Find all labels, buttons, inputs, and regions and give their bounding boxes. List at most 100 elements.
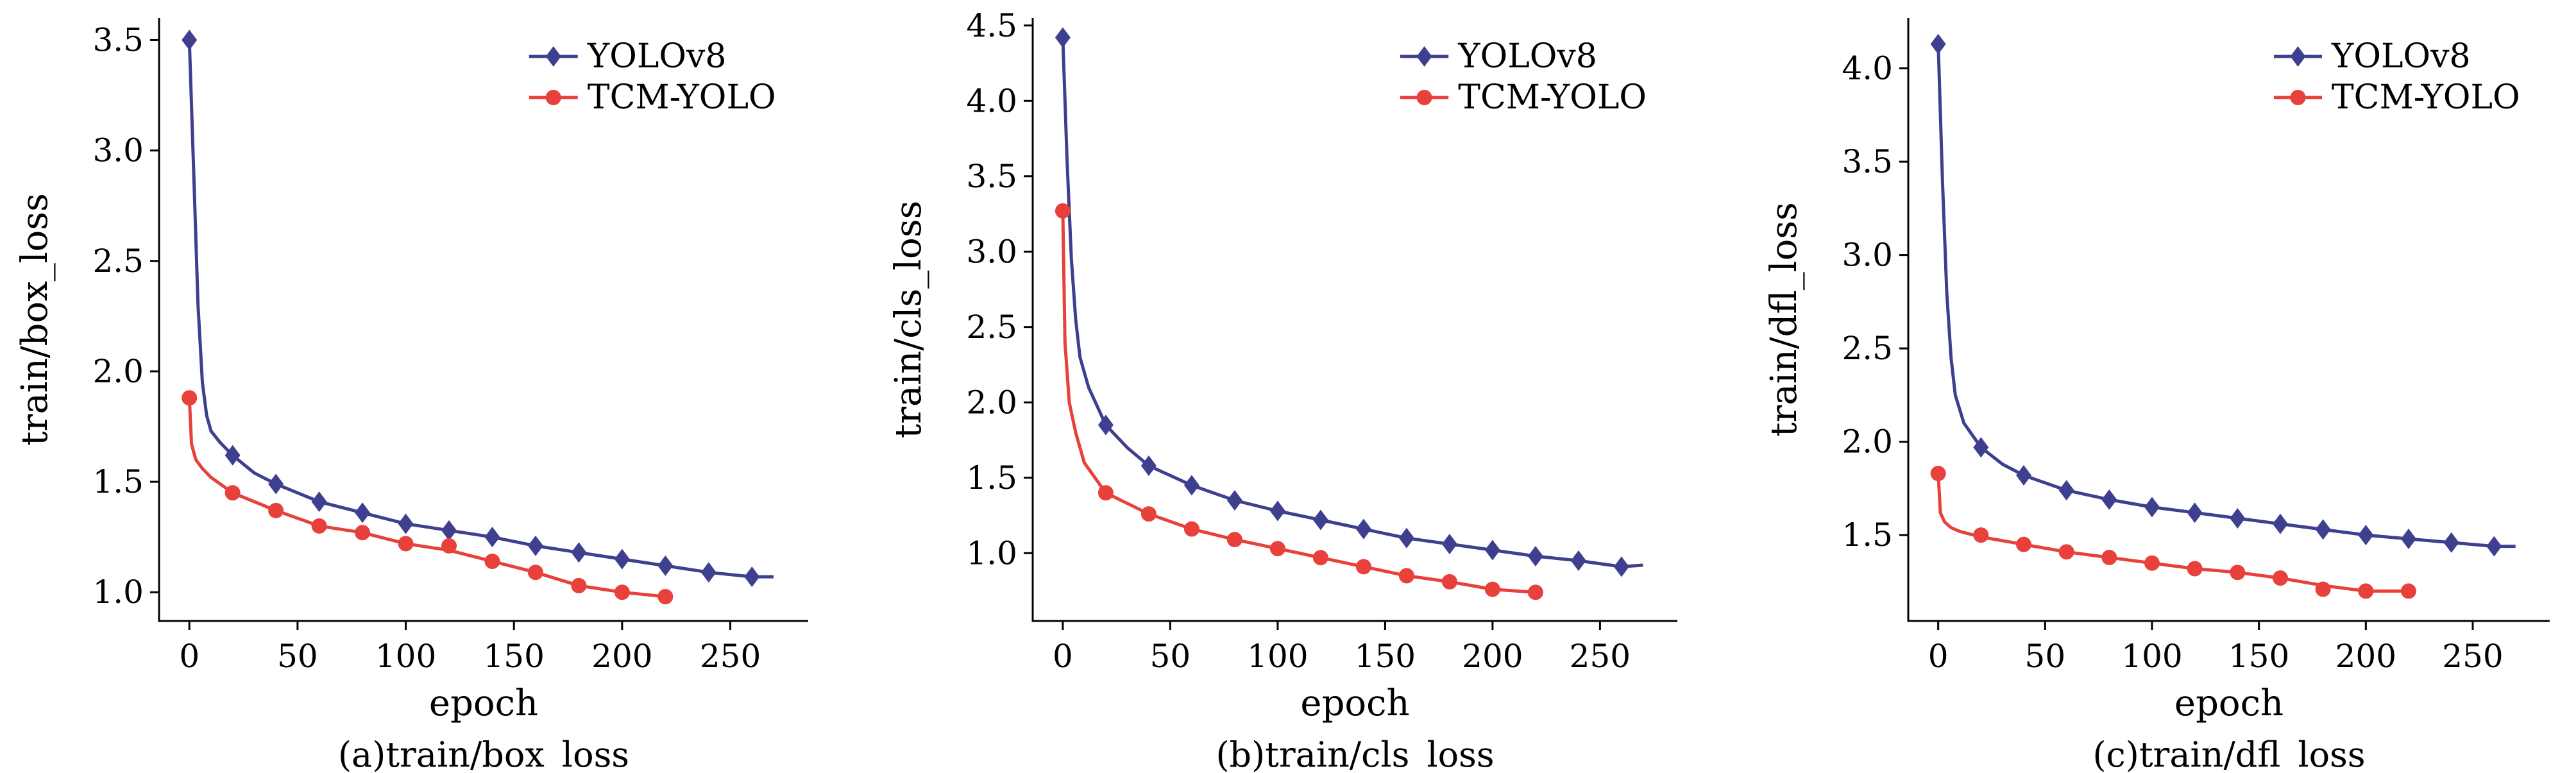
data-point-marker bbox=[744, 566, 760, 588]
y-tick-label: 3.5 bbox=[1842, 143, 1893, 180]
y-tick-label: 1.0 bbox=[966, 534, 1017, 572]
data-point-marker bbox=[2358, 583, 2374, 599]
y-axis-title: train/cls_loss bbox=[888, 201, 929, 439]
data-point-marker bbox=[571, 577, 587, 593]
y-tick-label: 2.0 bbox=[92, 353, 144, 390]
axis-spines bbox=[158, 18, 808, 622]
data-point-marker bbox=[2273, 570, 2288, 586]
data-point-marker bbox=[1269, 541, 1285, 557]
chart-panel-2: 0 50 100 150 200 250 1.0 1.5 2.0 2.5 3.0 3.5 4.0 4.5 e… bbox=[888, 7, 1677, 773]
x-tick-label: 150 bbox=[2228, 638, 2289, 675]
data-point-marker bbox=[2101, 550, 2117, 566]
data-point-marker bbox=[2443, 532, 2459, 553]
series-line bbox=[1061, 37, 1643, 568]
data-point-marker bbox=[1355, 518, 1371, 539]
data-point-marker bbox=[2144, 555, 2160, 571]
data-point-marker bbox=[355, 525, 371, 541]
data-point-marker bbox=[700, 562, 716, 583]
y-tick-label: 4.0 bbox=[966, 82, 1017, 119]
x-tick-label: 100 bbox=[2121, 638, 2182, 675]
x-tick-label: 0 bbox=[179, 638, 199, 675]
data-point-marker bbox=[398, 536, 414, 552]
series-yolov8 bbox=[1930, 33, 2516, 557]
legend-marker bbox=[1416, 46, 1432, 67]
data-point-marker bbox=[1484, 539, 1500, 561]
data-point-marker bbox=[1312, 550, 1328, 566]
data-point-marker bbox=[2401, 528, 2416, 549]
data-point-marker bbox=[1930, 466, 1946, 482]
x-axis-title: epoch bbox=[429, 683, 538, 724]
x-tick-label: 200 bbox=[591, 638, 652, 675]
data-point-marker bbox=[571, 542, 587, 563]
x-tick-label: 100 bbox=[375, 638, 436, 675]
data-point-marker bbox=[1055, 203, 1071, 219]
data-point-marker bbox=[311, 518, 327, 534]
chart-panel-3: 0 50 100 150 200 250 1.5 2.0 2.5 3.0 3.5 4.0 epoch tr… bbox=[1763, 18, 2550, 773]
panel-caption: (a)train/box_loss bbox=[338, 735, 629, 773]
data-point-marker bbox=[527, 565, 543, 581]
data-point-marker bbox=[1269, 500, 1285, 522]
data-point-marker bbox=[1097, 414, 1114, 436]
data-point-marker bbox=[1140, 506, 1157, 522]
data-point-marker bbox=[2230, 565, 2246, 581]
x-tick-label: 150 bbox=[1355, 638, 1416, 675]
y-tick-label: 1.5 bbox=[1842, 516, 1893, 554]
y-axis-title: train/box_loss bbox=[14, 193, 56, 446]
data-point-marker bbox=[1527, 584, 1543, 600]
data-point-marker bbox=[2101, 489, 2117, 510]
data-point-marker bbox=[1484, 581, 1500, 597]
x-tick-label: 50 bbox=[1150, 638, 1191, 675]
x-tick-label: 100 bbox=[1247, 638, 1308, 675]
legend-label: YOLOv8 bbox=[587, 37, 727, 76]
y-tick-label: 3.0 bbox=[92, 132, 144, 169]
data-point-marker bbox=[2230, 507, 2246, 529]
data-point-marker bbox=[2486, 536, 2502, 557]
y-tick-label: 3.5 bbox=[966, 158, 1017, 195]
legend-marker bbox=[2290, 90, 2306, 105]
legend-marker bbox=[1416, 90, 1432, 105]
y-tick-label: 2.5 bbox=[966, 309, 1017, 346]
data-point-marker bbox=[1973, 527, 1989, 543]
series-line bbox=[1061, 210, 1536, 594]
x-tick-label: 200 bbox=[2335, 638, 2396, 675]
x-tick-label: 0 bbox=[1928, 638, 1949, 675]
data-point-marker bbox=[2016, 465, 2031, 486]
legend-marker bbox=[2290, 46, 2306, 67]
data-point-marker bbox=[1441, 573, 1457, 590]
data-point-marker bbox=[225, 485, 241, 501]
legend-label: TCM-YOLO bbox=[2332, 78, 2520, 117]
y-tick-label: 1.5 bbox=[92, 463, 144, 500]
data-point-marker bbox=[1398, 568, 1414, 584]
y-tick-label: 2.0 bbox=[1842, 423, 1893, 461]
series-yolov8 bbox=[182, 30, 774, 588]
data-point-marker bbox=[355, 502, 371, 523]
data-point-marker bbox=[2315, 581, 2331, 597]
series-tcm-yolo bbox=[182, 390, 674, 605]
y-tick-label: 4.0 bbox=[1842, 50, 1893, 87]
series-line bbox=[187, 398, 666, 599]
y-tick-label: 3.0 bbox=[966, 233, 1017, 270]
data-point-marker bbox=[1613, 556, 1629, 577]
x-axis-title: epoch bbox=[2174, 683, 2284, 724]
data-point-marker bbox=[657, 555, 674, 576]
data-point-marker bbox=[398, 513, 414, 534]
x-tick-label: 250 bbox=[700, 638, 761, 675]
panel-caption: (c)train/dfl_loss bbox=[2092, 735, 2365, 773]
data-point-marker bbox=[1355, 559, 1371, 575]
data-point-marker bbox=[1097, 485, 1114, 501]
data-point-marker bbox=[2016, 536, 2031, 552]
y-tick-label: 3.5 bbox=[92, 21, 144, 58]
y-tick-label: 2.5 bbox=[1842, 330, 1893, 367]
data-point-marker bbox=[182, 390, 198, 406]
data-point-marker bbox=[1973, 437, 1989, 458]
data-point-marker bbox=[2315, 519, 2331, 540]
series-line bbox=[187, 40, 774, 579]
data-point-marker bbox=[657, 589, 674, 605]
y-tick-label: 2.5 bbox=[92, 242, 144, 280]
x-tick-label: 250 bbox=[1570, 638, 1631, 675]
data-point-marker bbox=[268, 473, 284, 495]
x-tick-label: 50 bbox=[2025, 638, 2066, 675]
y-axis-title: train/dfl_loss bbox=[1763, 202, 1805, 437]
